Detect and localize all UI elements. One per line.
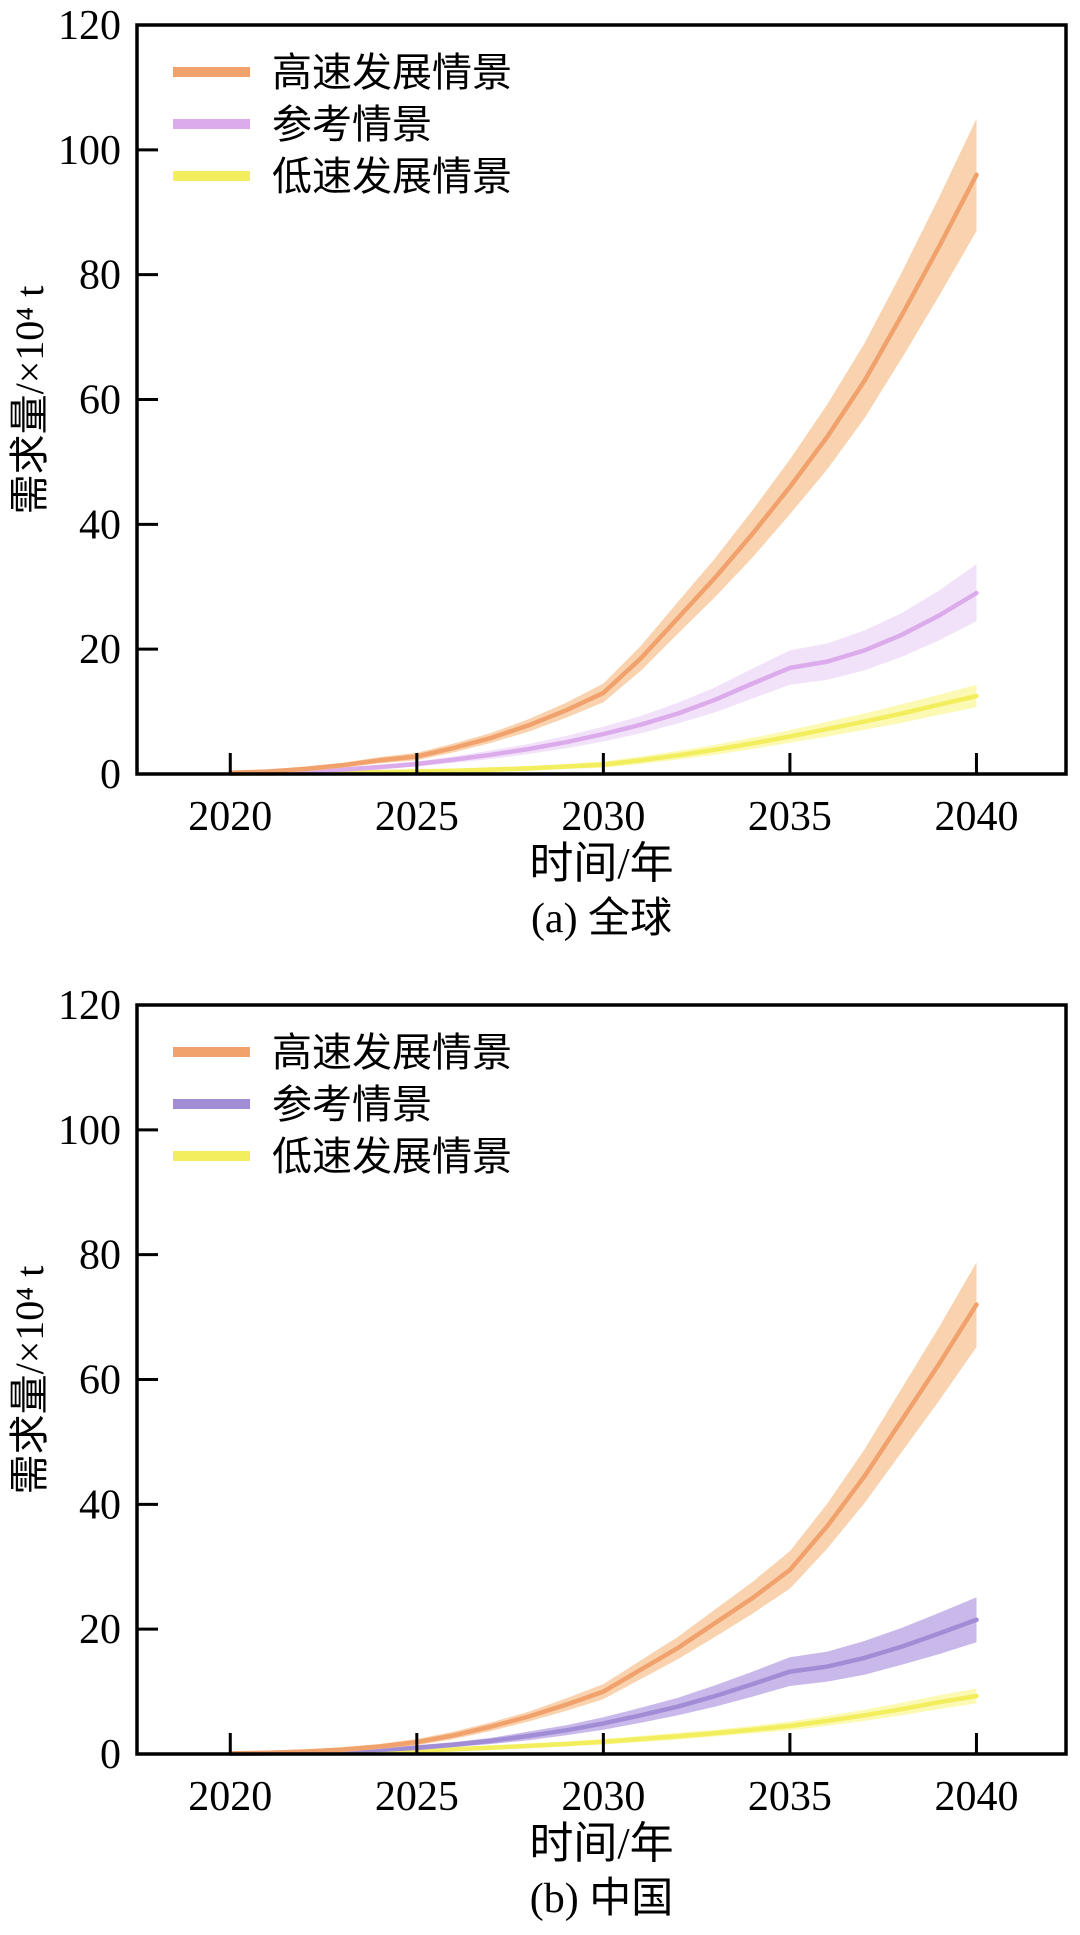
- chart-b-canvas: 2020 2025 2030 2035 2040020406080100120高速发展情…: [58, 983, 1068, 1820]
- x-axis-title-b: 时间/年: [529, 1819, 674, 1868]
- chart-b-china: 需求量/×10⁴ t 2020 2025 2030 2035 2040 0 20 40 60 80…: [0, 980, 1080, 1935]
- y-tick-label: 100: [58, 128, 121, 174]
- y-tick-label: 80: [79, 1233, 121, 1279]
- plot-border: [135, 1003, 1068, 1756]
- scenario-line-0: [228, 172, 979, 776]
- legend-label-2: 低速发展情景: [272, 1134, 512, 1179]
- plot-border: [135, 23, 1068, 776]
- legend-label-0: 高速发展情景: [272, 1030, 512, 1075]
- y-tick-label: 20: [79, 1607, 121, 1653]
- scenario-line-1: [228, 590, 979, 776]
- x-tick-label: 2040: [934, 794, 1018, 840]
- uncertainty-band-1: [230, 564, 977, 774]
- y-tick-label: 0: [100, 752, 121, 798]
- caption-b: (b) 中国: [529, 1876, 674, 1922]
- legend-label-2: 低速发展情景: [272, 154, 512, 199]
- x-tick-label: 2040: [934, 1774, 1018, 1820]
- y-tick-label: 120: [58, 3, 121, 49]
- chart-a-canvas: 2020 2025 2030 2035 2040020406080100120高速发展情…: [58, 3, 1068, 840]
- x-tick-label: 2025: [375, 794, 459, 840]
- x-tick-label: 2035: [748, 1774, 832, 1820]
- y-tick-label: 80: [79, 253, 121, 299]
- scenario-line-0: [228, 1302, 979, 1756]
- x-tick-label: 2035: [748, 794, 832, 840]
- x-tick-label: 2020: [188, 1774, 272, 1820]
- x-tick-label: 2020: [188, 794, 272, 840]
- chart-a-global: 需求量/×10⁴ t 2020 2025 2030 2035 2040 0 20 40 60 80…: [0, 0, 1080, 960]
- x-axis-title-a: 时间/年: [529, 839, 674, 888]
- y-tick-label: 100: [58, 1108, 121, 1154]
- legend-label-0: 高速发展情景: [272, 50, 512, 95]
- legend-label-1: 参考情景: [272, 1082, 432, 1127]
- uncertainty-band-1: [230, 1597, 977, 1754]
- y-tick-label: 40: [79, 1482, 121, 1528]
- x-tick-label: 2030: [561, 1774, 645, 1820]
- caption-a: (a) 全球: [530, 896, 673, 942]
- y-tick-label: 20: [79, 627, 121, 673]
- y-tick-label: 120: [58, 983, 121, 1029]
- legend-label-1: 参考情景: [272, 102, 432, 147]
- y-tick-label: 60: [79, 1358, 121, 1404]
- x-tick-label: 2025: [375, 1774, 459, 1820]
- y-tick-label: 60: [79, 378, 121, 424]
- uncertainty-band-0: [230, 1262, 977, 1754]
- uncertainty-band-0: [230, 118, 977, 775]
- y-tick-label: 40: [79, 502, 121, 548]
- y-tick-label: 0: [100, 1732, 121, 1778]
- x-tick-label: 2030: [561, 794, 645, 840]
